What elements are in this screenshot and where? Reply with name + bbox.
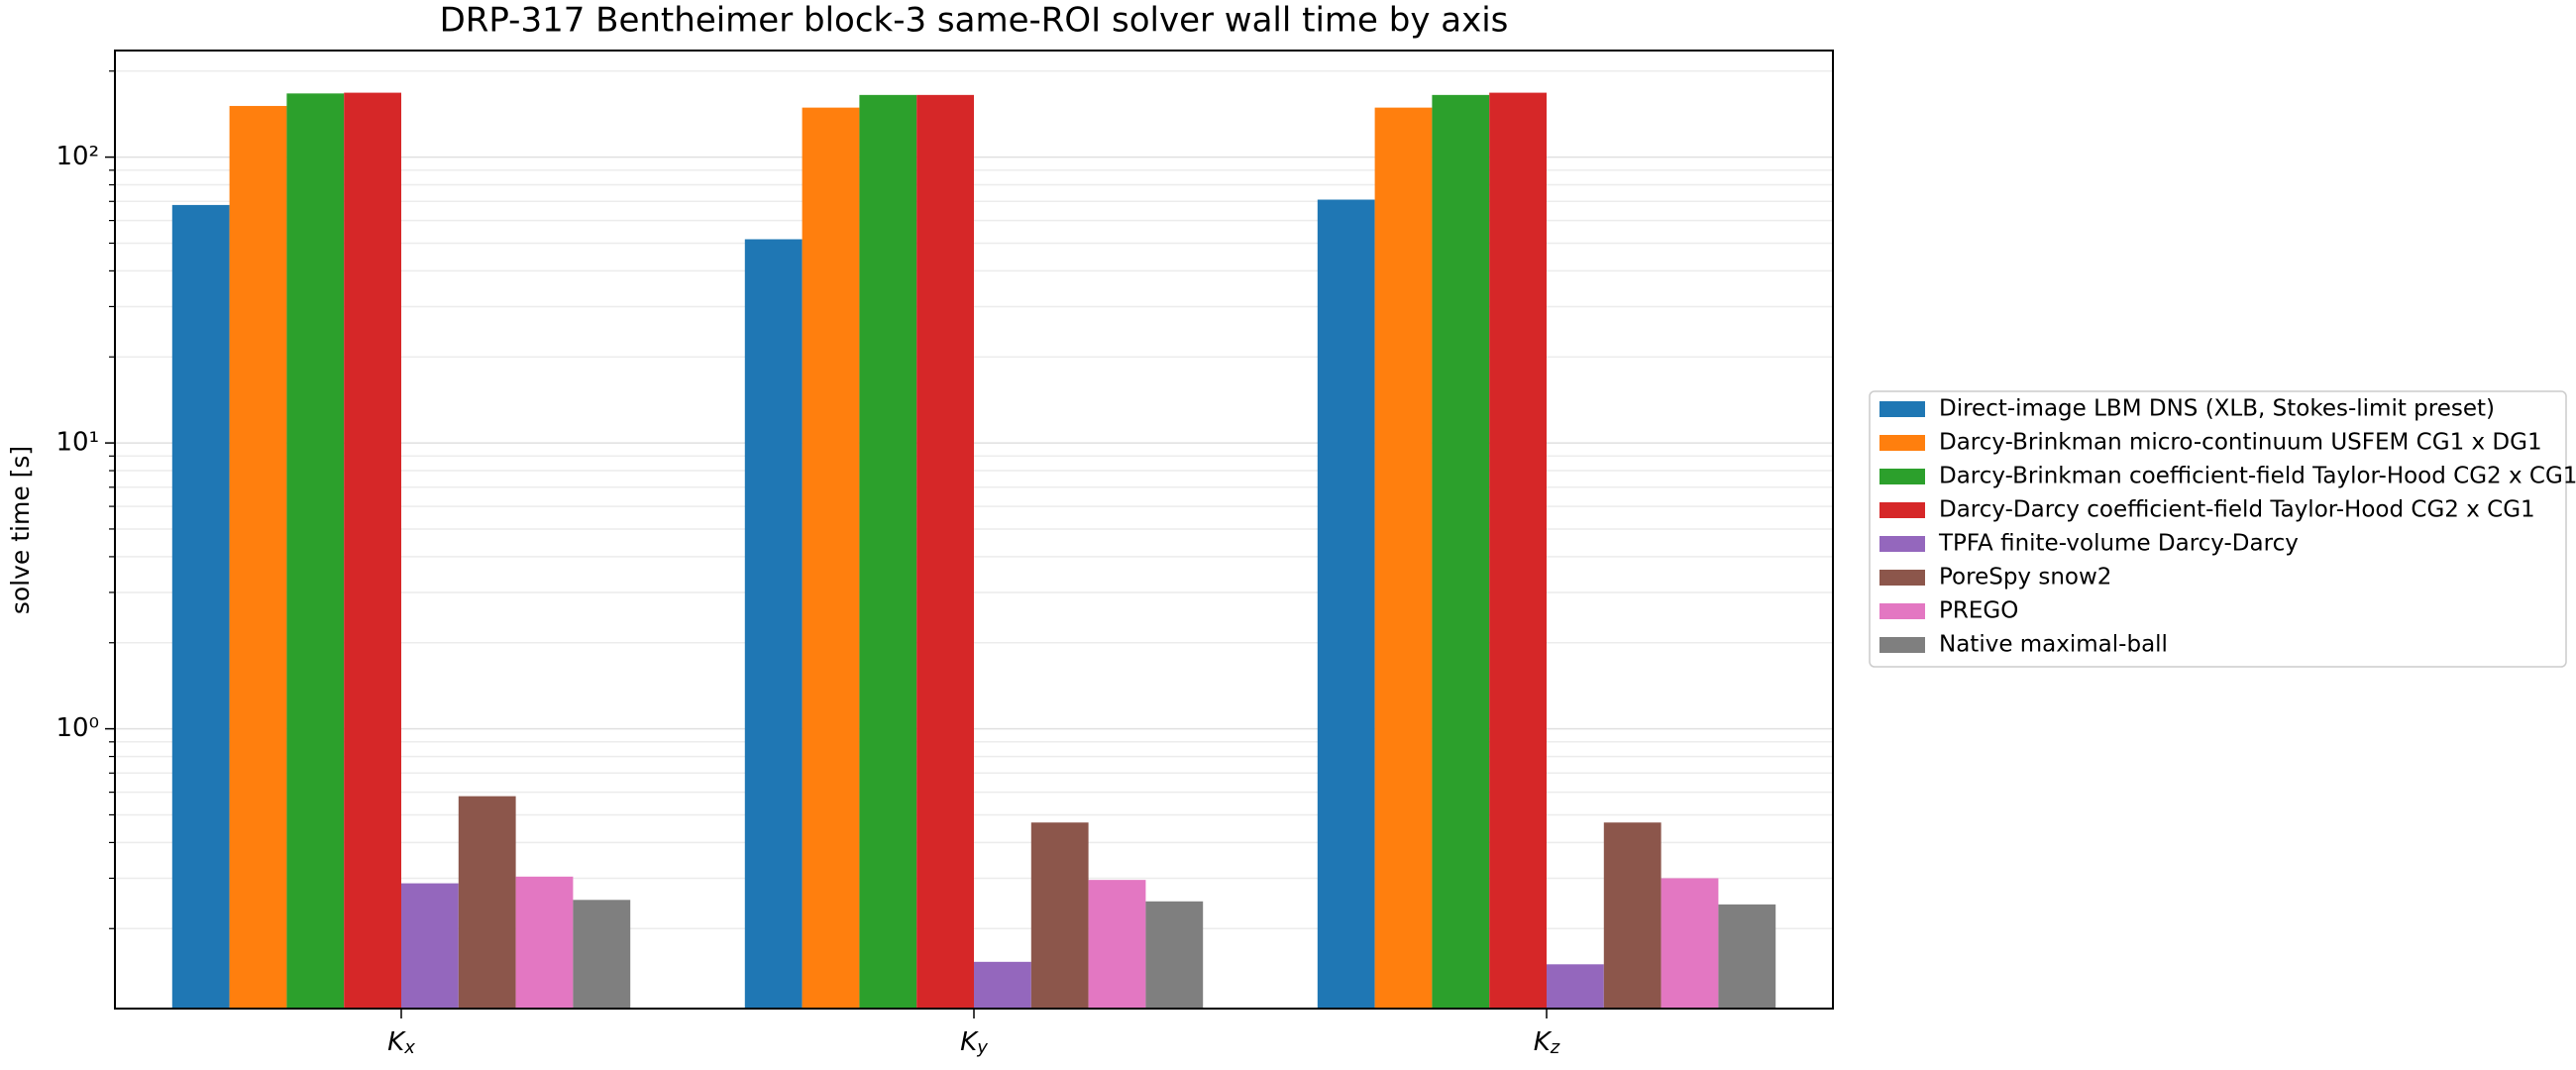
bar: [1374, 107, 1433, 1009]
y-tick-label: 10²: [55, 142, 99, 171]
bar: [744, 239, 803, 1009]
legend-swatch: [1879, 435, 1925, 451]
bar: [1432, 94, 1490, 1010]
bar: [1661, 878, 1719, 1009]
legend-swatch: [1879, 469, 1925, 484]
bar: [458, 796, 516, 1009]
bar: [515, 876, 574, 1009]
legend-swatch: [1879, 536, 1925, 552]
bar: [1030, 822, 1089, 1009]
y-tick-label: 10⁰: [55, 713, 99, 743]
legend-label: Native maximal-ball: [1939, 632, 2168, 658]
bar: [344, 92, 401, 1010]
legend-label: PoreSpy snow2: [1939, 565, 2111, 590]
legend-swatch: [1879, 502, 1925, 518]
bar: [974, 961, 1031, 1009]
bar: [916, 94, 974, 1010]
bar: [1088, 880, 1146, 1009]
legend-label: PREGO: [1939, 598, 2018, 624]
legend-swatch: [1879, 570, 1925, 586]
y-axis-label: solve time [s]: [6, 446, 35, 614]
legend-label: Darcy-Darcy coefficient-field Taylor-Hoo…: [1939, 497, 2535, 523]
bar: [573, 900, 631, 1009]
legend-box: [1869, 390, 2567, 668]
bar: [1547, 964, 1604, 1009]
legend-label: Darcy-Brinkman micro-continuum USFEM CG1…: [1939, 430, 2542, 456]
legend-swatch: [1879, 603, 1925, 619]
bar: [1489, 92, 1547, 1010]
legend-swatch: [1879, 637, 1925, 653]
bar: [859, 94, 917, 1010]
x-tick-label: Ky: [960, 1027, 988, 1059]
bar: [286, 93, 345, 1010]
legend-label: TPFA finite-volume Darcy-Darcy: [1938, 531, 2299, 557]
legend-label: Darcy-Brinkman coefficient-field Taylor-…: [1939, 464, 2576, 489]
bar: [1145, 901, 1204, 1009]
x-tick-label: Kz: [1534, 1027, 1560, 1059]
legend-label: Direct-image LBM DNS (XLB, Stokes-limit …: [1939, 396, 2495, 422]
bar: [1317, 199, 1375, 1009]
x-tick-label: Kx: [387, 1027, 415, 1059]
bar: [401, 883, 459, 1009]
chart-title: DRP-317 Bentheimer block-3 same-ROI solv…: [440, 1, 1509, 41]
plot-frame: [114, 50, 1834, 1010]
bar: [171, 204, 230, 1009]
bar: [229, 105, 287, 1009]
bar: [802, 107, 860, 1009]
bar: [1603, 822, 1662, 1009]
bar: [1718, 904, 1776, 1009]
y-tick-label: 10¹: [55, 428, 99, 458]
legend-swatch: [1879, 401, 1925, 417]
